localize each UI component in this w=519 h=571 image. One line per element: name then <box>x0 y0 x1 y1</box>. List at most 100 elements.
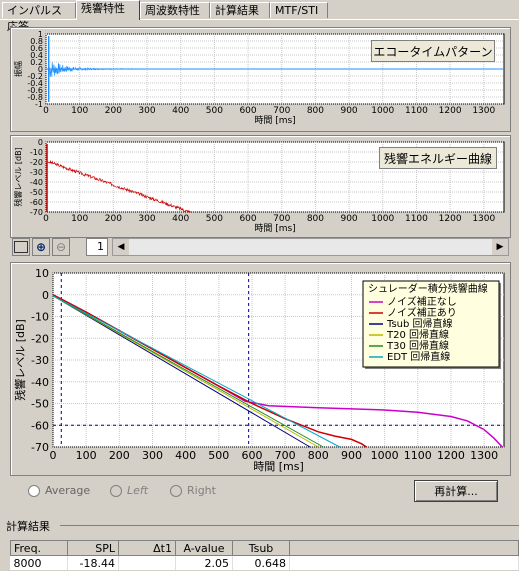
x-tick-label: 1000 <box>371 106 394 116</box>
schroeder-chart: 0 100 200 300 400 500 600 700 800 900 1000 1100 1200… <box>13 267 505 473</box>
legend-item: ノイズ補正あり <box>387 306 457 319</box>
y-tick-label: -0.6 <box>27 86 43 95</box>
x-tick-label: 500 <box>208 449 229 462</box>
x-tick-label: 600 <box>241 449 262 462</box>
tab-frequency-characteristics[interactable]: 周波数特性 <box>140 2 210 18</box>
energy-curve-button[interactable]: 残響エネルギー曲線 <box>379 147 497 169</box>
y-axis-label: 残響レベル [dB] <box>13 319 27 401</box>
tab-reverb-characteristics[interactable]: 残響特性 <box>76 0 140 20</box>
radio-average-label: Average <box>45 484 91 497</box>
y-tick-label: 0 <box>38 138 43 147</box>
x-tick-label: 300 <box>138 106 155 116</box>
x-tick-label: 1200 <box>439 214 462 224</box>
x-tick-label: 700 <box>273 106 290 116</box>
y-tick-label: -20 <box>31 332 49 345</box>
cell-dt1 <box>118 555 176 570</box>
radio-left-label: Left <box>127 484 149 497</box>
series-line <box>52 295 311 448</box>
schroeder-plot-panel: 0 100 200 300 400 500 600 700 800 900 1000 1100 1200… <box>10 262 511 476</box>
col-spl[interactable]: SPL <box>67 540 119 556</box>
x-tick-label: 700 <box>275 449 296 462</box>
y-axis-label: 振幅 <box>13 61 23 77</box>
x-tick-label: 400 <box>172 214 189 224</box>
y-tick-label: -10 <box>31 311 49 324</box>
x-tick-label: 500 <box>206 214 223 224</box>
col-freq[interactable]: Freq. <box>10 540 68 556</box>
y-tick-label: 10 <box>35 267 49 280</box>
col-a-value[interactable]: A-value <box>175 540 233 556</box>
tab-mtf-sti[interactable]: MTF/STI <box>270 2 328 18</box>
x-tick-label: 400 <box>175 449 196 462</box>
tab-calc-results[interactable]: 計算結果 <box>210 2 270 18</box>
y-tick-label: -0.2 <box>27 72 43 81</box>
cell-spl: -18.44 <box>67 555 119 570</box>
y-tick-label: 1 <box>38 30 43 39</box>
radio-right-label: Right <box>187 484 216 497</box>
cell-tsub: 0.648 <box>232 555 290 570</box>
radio-right-indicator <box>170 484 182 497</box>
plot-toolbar: ⊕ ⊖ 1 ◀ ▶ <box>12 238 509 256</box>
y-tick-label: -60 <box>30 198 43 207</box>
results-title: 計算結果 <box>6 520 50 533</box>
y-tick-label: 0.6 <box>30 44 43 53</box>
y-tick-label: -50 <box>30 188 43 197</box>
x-tick-label: 100 <box>71 106 88 116</box>
fit-view-button[interactable] <box>12 238 30 256</box>
series-line <box>52 295 341 448</box>
series-line <box>52 295 324 448</box>
energy-curve <box>47 159 191 213</box>
radio-average[interactable]: Average <box>28 484 90 497</box>
tab-impulse-response[interactable]: インパルス応答 <box>2 2 76 33</box>
x-tick-label: 800 <box>308 449 329 462</box>
x-tick-label: 200 <box>105 214 122 224</box>
radio-right[interactable]: Right <box>170 484 216 497</box>
x-tick-label: 300 <box>142 449 163 462</box>
zoom-out-button[interactable]: ⊖ <box>52 238 70 256</box>
col-tsub[interactable]: Tsub <box>232 540 290 556</box>
x-tick-label: 1100 <box>405 106 428 116</box>
x-tick-label: 1300 <box>472 106 495 116</box>
y-tick-label: -20 <box>30 158 43 167</box>
horizontal-scrollbar[interactable]: ◀ ▶ <box>112 238 509 256</box>
x-axis-label: 時間 [ms] <box>254 115 295 126</box>
y-axis-label: 残響レベル [dB] <box>13 147 23 206</box>
y-tick-label: 0.2 <box>30 58 43 67</box>
x-tick-label: 1300 <box>472 214 495 224</box>
y-tick-label: -0.4 <box>27 79 43 88</box>
y-tick-label: 0 <box>42 289 49 302</box>
legend-item: EDT 回帰直線 <box>387 350 450 363</box>
y-tick-label: -40 <box>31 376 49 389</box>
x-tick-label: 200 <box>109 449 130 462</box>
x-tick-label: 600 <box>239 106 256 116</box>
tab-bar: インパルス応答 残響特性 周波数特性 計算結果 MTF/STI <box>0 0 519 33</box>
legend-item: T20 回帰直線 <box>386 328 449 341</box>
fit-icon <box>14 241 28 253</box>
x-tick-label: 900 <box>340 214 357 224</box>
tab-panel <box>0 19 519 515</box>
x-tick-label: 900 <box>341 449 362 462</box>
cell-freq: 8000 <box>10 555 68 570</box>
y-tick-label: -50 <box>31 398 49 411</box>
scroll-right-icon[interactable]: ▶ <box>492 239 508 255</box>
x-tick-label: 1000 <box>371 449 399 462</box>
x-tick-label: 0 <box>43 106 49 116</box>
page-field[interactable]: 1 <box>86 238 108 256</box>
x-tick-label: 900 <box>340 106 357 116</box>
x-tick-label: 800 <box>307 214 324 224</box>
y-tick-label: 0.8 <box>30 37 43 46</box>
zoom-in-button[interactable]: ⊕ <box>32 238 50 256</box>
x-tick-label: 500 <box>206 106 223 116</box>
col-dt1[interactable]: Δt1 <box>118 540 176 556</box>
scroll-left-icon[interactable]: ◀ <box>113 239 129 255</box>
y-tick-label: -0.8 <box>27 93 43 102</box>
table-row[interactable]: 8000 -18.44 2.05 0.648 <box>10 555 519 570</box>
y-tick-label: -70 <box>30 208 43 217</box>
legend-item: T30 回帰直線 <box>386 339 449 352</box>
x-tick-label: 700 <box>273 214 290 224</box>
echo-time-pattern-button[interactable]: エコータイムパターン <box>371 40 495 62</box>
radio-left-indicator <box>110 484 122 497</box>
results-table: Freq. SPL Δt1 A-value Tsub 8000 -18.44 2… <box>10 540 519 570</box>
recalculate-button[interactable]: 再計算... <box>414 480 498 502</box>
y-tick-label: -70 <box>31 441 49 454</box>
radio-left[interactable]: Left <box>110 484 148 497</box>
